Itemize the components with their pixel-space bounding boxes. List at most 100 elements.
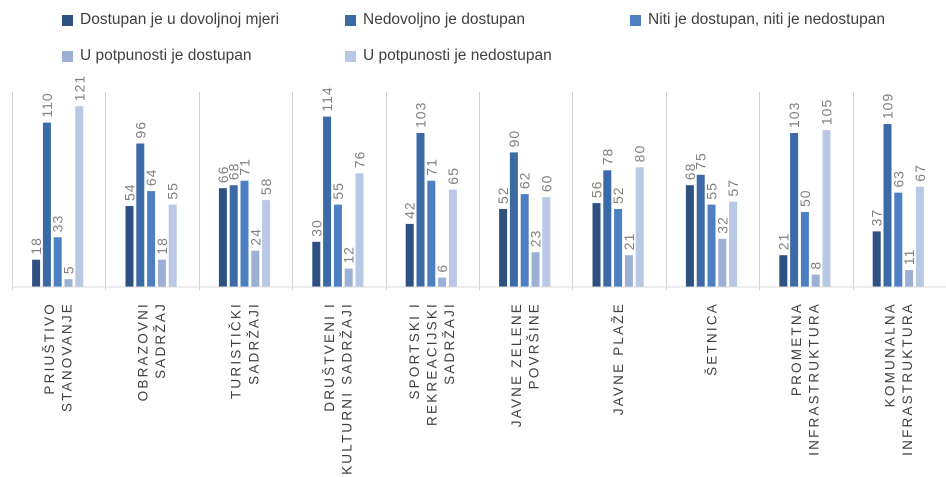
bar [168,204,177,287]
category-label: JAVNE PLAŽE [611,302,626,415]
bar-value-label: 103 [786,102,802,128]
legend-label: U potpunosti je dostupan [80,47,252,64]
bar [779,255,788,287]
bar [355,173,364,287]
bar [905,270,914,287]
bar-value-label: 18 [154,237,170,255]
bar-value-label: 66 [215,166,231,184]
category-label-line: OBRAZOVNI [135,302,150,401]
bar-value-label: 96 [132,121,148,139]
bar [707,204,716,287]
bar-value-label: 23 [528,230,544,248]
bar-value-label: 52 [495,186,511,204]
bar-value-label: 55 [165,182,181,200]
category-label-line: JAVNE PLAŽE [611,302,626,415]
bar [509,152,518,287]
category-label-line: SADRŽAJI [442,302,457,385]
bar-value-label: 68 [682,163,698,181]
bar-value-label: 90 [506,130,522,148]
bar [323,116,332,287]
category-label-line: SADRŽAJI [246,302,261,385]
bar-value-label: 8 [808,261,824,270]
bar-value-label: 11 [901,249,917,266]
bar-value-label: 12 [341,246,357,264]
legend-item: Nedovoljno je dostupan [345,11,525,29]
bar-value-label: 65 [445,167,461,185]
bar [520,194,529,287]
bar [262,200,271,287]
bar-value-label: 55 [330,182,346,200]
bar-value-label: 60 [538,175,554,193]
bar-value-label: 109 [880,93,896,119]
bar-value-label: 5 [61,265,77,274]
bar-value-label: 68 [226,163,242,181]
legend-swatch [345,50,356,62]
bar [499,209,508,287]
bar-value-label: 71 [237,158,253,176]
bar [438,277,447,287]
category-label-line: ŠETNICA [705,302,720,376]
category-label-line: POVRŠINE [527,302,542,389]
bar [718,238,727,287]
legend-item: U potpunosti je nedostupan [345,47,552,65]
bar-value-label: 64 [143,169,159,187]
bar-value-label: 50 [797,189,813,207]
bar [800,212,809,287]
bar [915,186,924,287]
bar-value-label: 30 [308,219,324,237]
bar-value-label: 32 [714,216,730,234]
bar-value-label: 54 [122,183,138,201]
bar [147,191,156,287]
bar [448,189,457,287]
bar [790,133,799,287]
bar-value-label: 103 [413,102,429,128]
bar-value-label: 58 [258,178,274,196]
category-label-line: PRIUŠTIVO [42,302,57,395]
legend-swatch [630,14,641,26]
bar [229,185,238,287]
bar-value-label: 33 [50,215,66,233]
bar [344,268,353,287]
bar [75,106,84,287]
category-label: PRIUŠTIVO STANOVANJE [42,302,75,412]
legend-label: Dostupan je u dovoljnoj mjeri [80,11,280,28]
bar [603,170,612,287]
legend-swatch [62,14,73,26]
category-label: PROMETNA INFRASTRUKTURA [789,302,822,456]
bar [333,204,342,287]
bar [416,133,425,287]
category-label: TURISTIČKI SADRŽAJI [229,302,262,399]
category-label-line: SADRŽAJ [153,302,168,379]
category-label: JAVNE ZELENE POVRŠINE [509,302,542,427]
bar-value-label: 56 [589,181,605,199]
category-label-line: TURISTIČKI [229,302,244,399]
legend-label: U potpunosti je nedostupan [363,47,552,64]
bar [822,130,831,287]
bar-value-label: 52 [610,186,626,204]
bar-value-label: 21 [621,233,637,251]
category-label-line: JAVNE ZELENE [509,302,524,427]
bar [218,188,227,287]
bar-value-label: 21 [775,233,791,251]
legend-item: U potpunosti je dostupan [62,47,251,65]
bar [685,185,694,287]
bar [883,124,892,287]
bar [696,174,705,287]
bar [542,197,551,287]
category-label-line: KOMUNALNA [883,302,898,407]
bar [427,180,436,287]
bar [531,252,540,287]
bar-value-label: 114 [319,86,335,111]
category-label-line: INFRASTRUKTURA [807,302,822,456]
bar-value-label: 37 [869,209,885,227]
bar-value-label: 71 [423,158,439,176]
bar-value-label: 42 [402,201,418,219]
category-label: KOMUNALNA INFRASTRUKTURA [883,302,916,456]
bar-value-label: 121 [71,75,87,101]
bar [240,180,249,287]
bar [251,250,260,287]
bar-value-label: 55 [704,182,720,200]
category-label: SPORTSKI I REKREACIJSKI SADRŽAJI [407,302,457,426]
category-label-line: INFRASTRUKTURA [900,302,915,456]
